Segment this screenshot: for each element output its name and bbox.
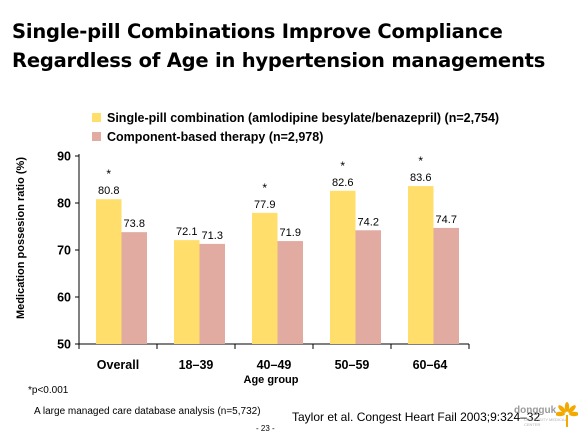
y-tick-label: 80 [57, 197, 71, 211]
logo-subtext: UNIVERSITY MEDICAL CENTER [524, 417, 567, 427]
legend-item-single-pill: Single-pill combination (amlodipine besy… [92, 108, 499, 127]
significance-marker: * [340, 159, 345, 173]
bar [277, 241, 303, 344]
bar [433, 227, 459, 344]
page-number: - 23 - [256, 424, 275, 433]
source-note: A large managed care database analysis (… [34, 406, 261, 417]
significance-marker: * [262, 181, 267, 195]
data-label: 80.8 [98, 185, 119, 197]
y-axis-title: Medication possesion ratio (%) [15, 157, 27, 319]
chart-legend: Single-pill combination (amlodipine besy… [92, 108, 499, 146]
bar [355, 230, 381, 344]
data-label: 73.8 [124, 218, 145, 230]
x-tick-label: 60–64 [413, 358, 448, 372]
bar [199, 243, 225, 344]
flower-icon [556, 402, 578, 427]
legend-label-component: Component-based therapy (n=2,978) [107, 129, 324, 144]
y-tick-label: 50 [57, 338, 71, 352]
significance-marker: * [106, 167, 111, 181]
data-label: 72.1 [176, 226, 197, 238]
bar [252, 212, 278, 344]
bar [330, 190, 356, 344]
data-label: 74.7 [436, 214, 457, 226]
legend-item-component: Component-based therapy (n=2,978) [92, 127, 499, 146]
x-axis-title: Age group [244, 374, 299, 386]
data-label: 71.9 [280, 227, 301, 239]
legend-label-single-pill: Single-pill combination (amlodipine besy… [107, 110, 500, 125]
data-label: 82.6 [332, 177, 353, 189]
bar [96, 199, 122, 344]
x-tick-label: 40–49 [257, 358, 292, 372]
significance-marker: * [418, 154, 423, 168]
data-label: 71.3 [202, 230, 223, 242]
x-tick-label: 50–59 [335, 358, 370, 372]
bar [408, 186, 434, 344]
data-label: 77.9 [254, 199, 275, 211]
data-label: 74.2 [358, 216, 379, 228]
university-logo: dongguk UNIVERSITY MEDICAL CENTER [514, 402, 578, 430]
slide-title: Single-pill Combinations Improve Complia… [12, 20, 546, 72]
x-tick-label: 18–39 [179, 358, 214, 372]
legend-swatch-component [92, 132, 101, 141]
data-label: 83.6 [410, 172, 431, 184]
y-tick-label: 90 [57, 150, 71, 164]
significance-footnote: *p<0.001 [28, 385, 69, 396]
legend-swatch-single-pill [92, 113, 101, 122]
logo-text: dongguk [514, 405, 557, 416]
bar [174, 240, 200, 344]
x-tick-label: Overall [97, 358, 139, 372]
y-tick-label: 70 [57, 244, 71, 258]
citation: Taylor et al. Congest Heart Fail 2003;9:… [292, 410, 541, 424]
bar [121, 232, 147, 344]
y-tick-label: 60 [57, 291, 71, 305]
